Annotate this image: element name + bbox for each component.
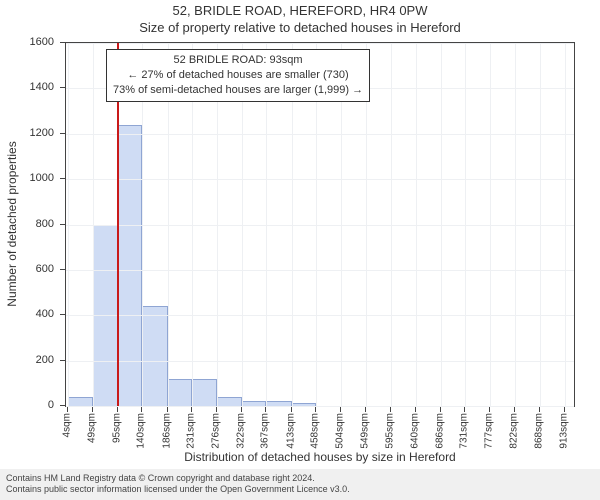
gridline-v [68, 43, 69, 406]
y-tick-label: 800 [36, 218, 54, 230]
histogram-bar [217, 397, 242, 406]
x-tick-label: 549sqm [359, 413, 370, 449]
y-axis-ticks: 02004006008001000120014001600 [0, 42, 60, 407]
x-tick-mark [167, 407, 168, 412]
gridline-v [391, 43, 392, 406]
x-tick-mark [291, 407, 292, 412]
histogram-bar [118, 125, 143, 406]
y-tick-label: 1400 [30, 81, 54, 93]
x-tick-label: 595sqm [385, 413, 396, 449]
x-tick-mark [489, 407, 490, 412]
x-tick-mark [390, 407, 391, 412]
y-tick-label: 1000 [30, 172, 54, 184]
x-tick-label: 640sqm [409, 413, 420, 449]
x-tick-label: 140sqm [136, 413, 147, 449]
chart-title: 52, BRIDLE ROAD, HEREFORD, HR4 0PW [0, 3, 600, 19]
annotation-line: 73% of semi-detached houses are larger (… [113, 83, 363, 98]
x-tick-label: 822sqm [509, 413, 520, 449]
x-tick-label: 413sqm [285, 413, 296, 449]
gridline-v [93, 43, 94, 406]
y-tick-label: 200 [36, 354, 54, 366]
annotation-line: ← 27% of detached houses are smaller (73… [113, 68, 363, 83]
gridline-v [565, 43, 566, 406]
x-tick-label: 913sqm [558, 413, 569, 449]
x-tick-label: 868sqm [534, 413, 545, 449]
y-tick-label: 0 [48, 399, 54, 411]
x-tick-mark [514, 407, 515, 412]
gridline-v [441, 43, 442, 406]
footer-line-1: Contains HM Land Registry data © Crown c… [6, 473, 594, 484]
y-tick-label: 1200 [30, 127, 54, 139]
x-axis-label: Distribution of detached houses by size … [65, 450, 575, 464]
chart-subtitle: Size of property relative to detached ho… [0, 20, 600, 36]
x-tick-label: 731sqm [459, 413, 470, 449]
x-tick-mark [564, 407, 565, 412]
x-tick-mark [117, 407, 118, 412]
y-tick-label: 400 [36, 308, 54, 320]
x-tick-label: 504sqm [335, 413, 346, 449]
y-tick-label: 1600 [30, 36, 54, 48]
chart-footer: Contains HM Land Registry data © Crown c… [0, 469, 600, 500]
x-tick-mark [440, 407, 441, 412]
histogram-bar [68, 397, 93, 406]
x-tick-mark [464, 407, 465, 412]
histogram-bar [168, 379, 193, 406]
annotation-line: 52 BRIDLE ROAD: 93sqm [113, 53, 363, 68]
x-tick-label: 322sqm [235, 413, 246, 449]
annotation-box: 52 BRIDLE ROAD: 93sqm← 27% of detached h… [106, 49, 370, 102]
x-tick-label: 231sqm [186, 413, 197, 449]
x-tick-label: 686sqm [434, 413, 445, 449]
x-tick-label: 276sqm [210, 413, 221, 449]
y-tick-label: 600 [36, 263, 54, 275]
plot-area: 52 BRIDLE ROAD: 93sqm← 27% of detached h… [65, 42, 575, 407]
footer-line-2: Contains public sector information licen… [6, 484, 594, 495]
x-tick-mark [67, 407, 68, 412]
x-tick-mark [365, 407, 366, 412]
x-tick-label: 186sqm [161, 413, 172, 449]
x-tick-label: 49sqm [86, 413, 97, 443]
x-tick-mark [191, 407, 192, 412]
x-tick-mark [265, 407, 266, 412]
gridline-v [515, 43, 516, 406]
x-tick-label: 777sqm [484, 413, 495, 449]
x-tick-label: 458sqm [310, 413, 321, 449]
x-tick-mark [340, 407, 341, 412]
x-tick-label: 95sqm [111, 413, 122, 443]
gridline-v [416, 43, 417, 406]
x-tick-mark [539, 407, 540, 412]
chart-root: 52, BRIDLE ROAD, HEREFORD, HR4 0PW Size … [0, 0, 600, 500]
x-tick-mark [315, 407, 316, 412]
histogram-bar [192, 379, 217, 406]
x-tick-label: 367sqm [260, 413, 271, 449]
gridline-v [465, 43, 466, 406]
gridline-v [540, 43, 541, 406]
gridline-v [490, 43, 491, 406]
x-tick-mark [415, 407, 416, 412]
x-tick-mark [216, 407, 217, 412]
x-tick-mark [241, 407, 242, 412]
histogram-bar [142, 306, 167, 406]
x-tick-mark [141, 407, 142, 412]
x-tick-label: 4sqm [62, 413, 73, 437]
x-tick-mark [92, 407, 93, 412]
